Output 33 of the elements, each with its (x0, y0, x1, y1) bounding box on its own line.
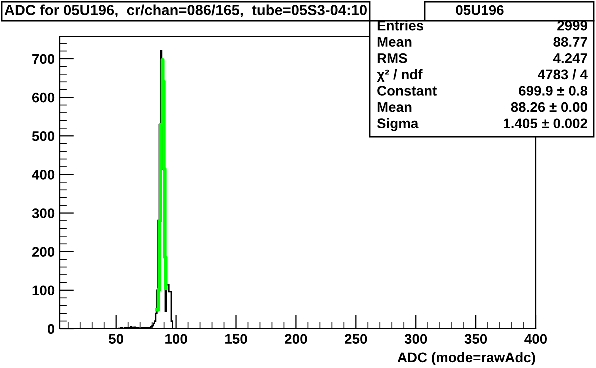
y-tick-label: 400 (32, 170, 55, 180)
annotation: RMS (378, 53, 408, 64)
annotation: χ² / ndf (377, 69, 423, 82)
annotation: 1.405 ± 0.002 (504, 118, 588, 129)
y-tick-label: 300 (32, 208, 55, 218)
y-tick-label: 600 (32, 92, 55, 103)
y-tick-label: 0 (48, 324, 55, 334)
y-tick-label: 500 (32, 131, 55, 142)
annotation: 88.26 ± 0.00 (511, 102, 588, 112)
annotation: Mean (378, 102, 412, 112)
x-tick-label: 200 (285, 334, 308, 344)
x-tick-label: 300 (404, 334, 428, 344)
annotation: Constant (378, 86, 438, 96)
text: Entries (378, 20, 424, 31)
y-tick-label: 700 (32, 54, 55, 64)
x-tick-label: 100 (166, 334, 188, 344)
y-tick-label: 100 (32, 286, 55, 296)
chart-title: ADC for 05U196, cr/chan=086/165, tube=05S3-04:10 (4, 4, 367, 18)
x-tick-label: 150 (226, 334, 248, 344)
x-axis-title: ADC (mode=rawAdc) (398, 352, 536, 366)
x-tick-label: 350 (464, 334, 488, 344)
text: 05U196 (456, 5, 504, 16)
annotation: 699.9 ± 0.8 (519, 86, 588, 96)
y-tick-label: 200 (32, 247, 55, 258)
x-tick-label: 50 (109, 334, 124, 344)
text: 4.247 (553, 53, 588, 64)
annotation: Mean (378, 37, 412, 48)
text: 4783 / 4 (538, 69, 588, 80)
text: 2999 (558, 20, 588, 31)
annotation: Sigma (377, 118, 419, 132)
text: 88.77 (554, 37, 588, 48)
x-tick-label: 400 (524, 334, 548, 344)
x-tick-label: 250 (345, 334, 368, 344)
